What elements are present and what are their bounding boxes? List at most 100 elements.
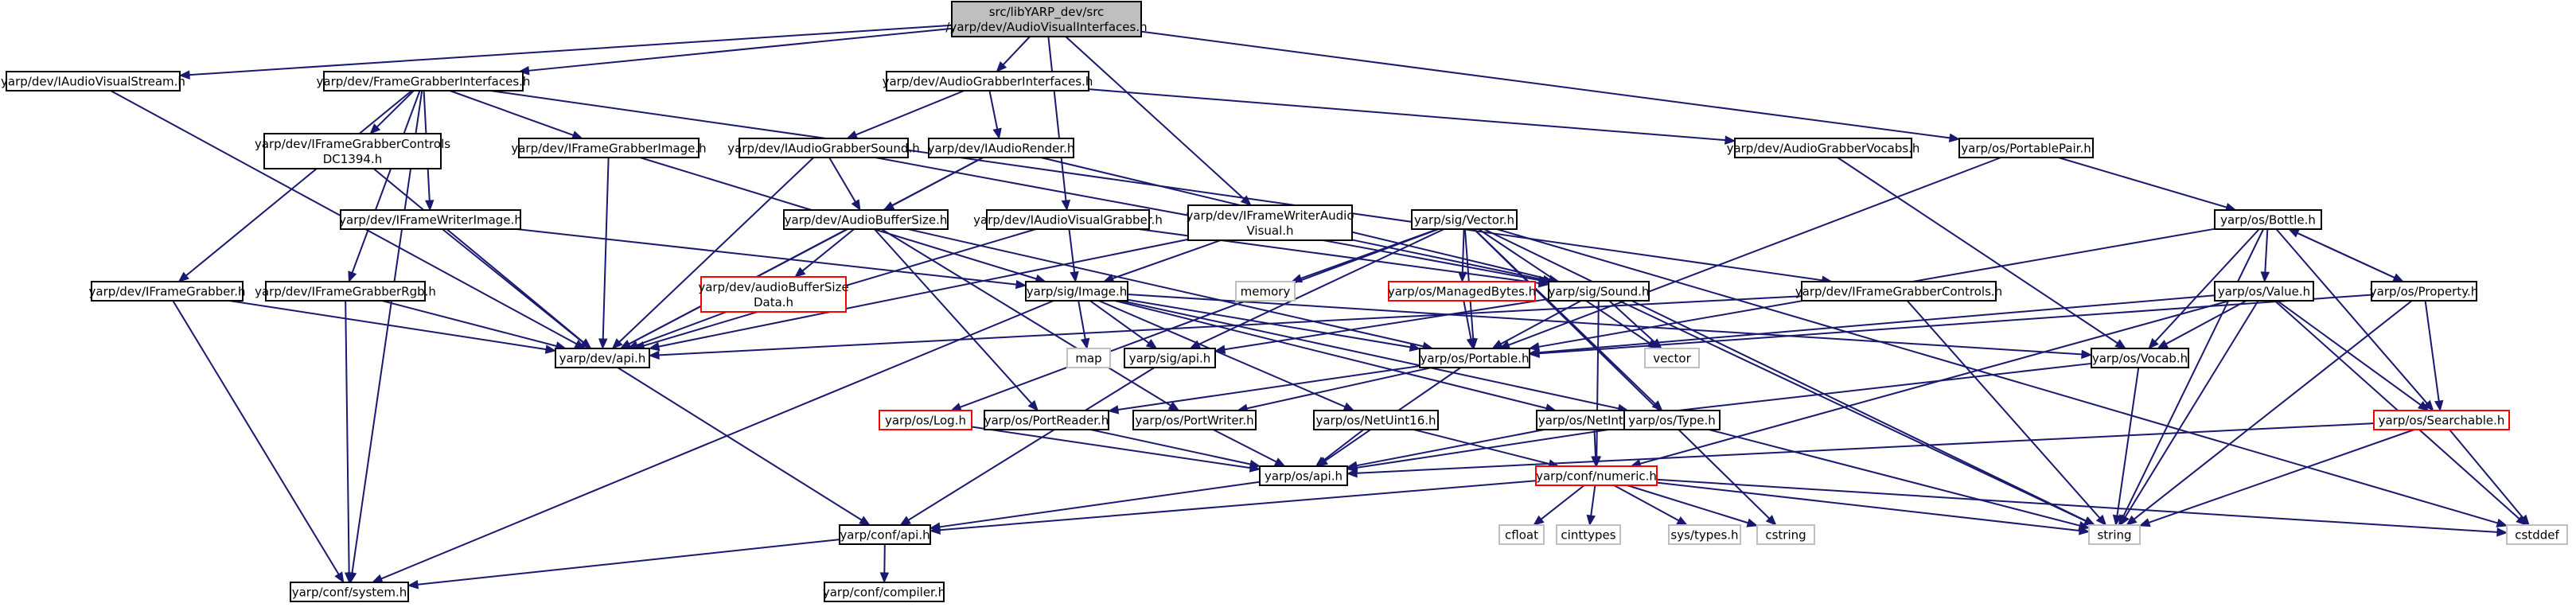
node-managedbytes[interactable]: yarp/os/ManagedBytes.h — [1388, 281, 1536, 302]
edge-type-to-osapi — [1356, 426, 1625, 469]
arrowhead-devapi-to-confapi — [859, 516, 871, 526]
node-portable[interactable]: yarp/os/Portable.h — [1419, 348, 1530, 368]
node-sigsound[interactable]: yarp/sig/Sound.h — [1548, 281, 1650, 302]
edge-sigsound-to-sigapi — [1224, 298, 1549, 351]
node-box — [2373, 410, 2510, 430]
node-label: yarp/os/Property.h — [2370, 285, 2478, 299]
arrowhead-avgrabber-to-sigimage — [1070, 270, 1079, 283]
arrowhead-sigsound-to-portable — [1491, 340, 1504, 349]
arrowhead-sigvector-to-cstddef — [2496, 518, 2508, 527]
node-fgimage[interactable]: yarp/dev/IFrameGrabberImage.h — [511, 138, 707, 158]
arrowhead-property-to-bottle — [2287, 228, 2300, 238]
node-fgi[interactable]: yarp/dev/FrameGrabberInterfaces.h — [317, 71, 531, 91]
node-box — [323, 71, 524, 91]
node-devapi[interactable]: yarp/dev/api.h — [555, 348, 650, 368]
edge-property-to-string — [2134, 300, 2413, 520]
arrowhead-sigimage-to-portable — [1409, 342, 1421, 352]
arrowhead-bottle-to-vocab — [2148, 337, 2159, 349]
edge-portwriter-to-osapi — [1213, 429, 1277, 463]
node-label: string — [2097, 528, 2131, 543]
arrowhead-sigimage-to-sigapi — [1145, 339, 1158, 349]
node-label: yarp/os/Portable.h — [1421, 352, 1530, 366]
node-label: yarp/sig/api.h — [1129, 352, 1211, 366]
edge-portablepair-to-portable — [1508, 157, 2001, 346]
node-log[interactable]: yarp/os/Log.h — [879, 410, 972, 430]
edge-netuint16-to-osapi — [1323, 429, 1365, 461]
node-box — [2088, 524, 2141, 545]
node-fgcontrols[interactable]: yarp/dev/IFrameGrabberControls.h — [1795, 281, 2002, 302]
node-confcompiler[interactable]: yarp/conf/compiler.h — [823, 582, 945, 602]
arrowhead-agi-to-agvocabs — [1724, 135, 1736, 145]
node-sigvector[interactable]: yarp/sig/Vector.h — [1411, 209, 1518, 230]
arrowhead-bottle-to-value — [2260, 271, 2270, 283]
edge-fgimage-to-devapi — [602, 157, 610, 340]
node-portwriter[interactable]: yarp/os/PortWriter.h — [1132, 410, 1257, 430]
node-label: yarp/sig/Vector.h — [1414, 213, 1514, 228]
arrowhead-bottle-to-searchable — [2423, 399, 2434, 411]
node-box — [1644, 348, 1700, 368]
node-searchable[interactable]: yarp/os/Searchable.h — [2373, 410, 2510, 430]
node-numeric[interactable]: yarp/conf/numeric.h — [1535, 465, 1658, 486]
node-label: map — [1075, 352, 1101, 366]
node-box — [1548, 281, 1650, 302]
node-map: map — [1066, 348, 1111, 368]
node-box — [1132, 410, 1257, 430]
node-label: yarp/os/PortReader.h — [984, 414, 1109, 428]
node-confapi[interactable]: yarp/conf/api.h — [839, 524, 931, 545]
arrowhead-value-to-vocab — [2157, 340, 2169, 349]
node-portablepair[interactable]: yarp/os/PortablePair.h — [1958, 138, 2094, 158]
edge-numeric-to-confapi — [939, 480, 1537, 531]
node-sigimage[interactable]: yarp/sig/Image.h — [1025, 281, 1128, 302]
node-osapi[interactable]: yarp/os/api.h — [1259, 465, 1348, 486]
edge-vocab-to-netint32 — [1660, 362, 2092, 414]
node-type[interactable]: yarp/os/Type.h — [1623, 410, 1721, 430]
node-label: yarp/os/PortablePair.h — [1961, 142, 2091, 156]
node-vocab[interactable]: yarp/os/Vocab.h — [2091, 348, 2189, 368]
edge-agi-to-agvocabs — [1088, 88, 1726, 142]
node-agvocabs[interactable]: yarp/dev/AudioGrabberVocabs.h — [1727, 138, 1920, 158]
node-fgrgb[interactable]: yarp/dev/IFrameGrabberRgb.h — [255, 281, 436, 302]
node-label: yarp/sig/Image.h — [1027, 285, 1128, 299]
node-root[interactable]: src/libYARP_dev/src/yarp/dev/AudioVisual… — [945, 1, 1148, 37]
node-box — [1187, 204, 1353, 241]
node-agsound[interactable]: yarp/dev/IAudioGrabberSound.h — [727, 138, 920, 158]
node-label: src/libYARP_dev/src — [989, 5, 1105, 20]
arrowhead-value-to-string — [2119, 514, 2130, 527]
node-iavstream[interactable]: yarp/dev/IAudioVisualStream.h — [1, 71, 185, 91]
arrowhead-root-to-portablepair — [1948, 133, 1961, 143]
node-sigapi[interactable]: yarp/sig/api.h — [1124, 348, 1216, 368]
node-value[interactable]: yarp/os/Value.h — [2214, 281, 2314, 302]
node-avgrabber[interactable]: yarp/dev/IAudioVisualGrabber.h — [973, 209, 1163, 230]
node-abufsize[interactable]: yarp/dev/AudioBufferSize.h — [783, 209, 949, 230]
arrowhead-fgi-to-fgc1394 — [369, 123, 381, 134]
node-label: yarp/os/Log.h — [885, 414, 966, 428]
edge-numeric-to-cstring — [1627, 485, 1748, 524]
edge-property-to-searchable — [2424, 300, 2440, 402]
node-portreader[interactable]: yarp/os/PortReader.h — [984, 410, 1109, 430]
node-property[interactable]: yarp/os/Property.h — [2370, 281, 2478, 302]
node-box — [555, 348, 650, 368]
node-label: yarp/os/api.h — [1265, 469, 1343, 484]
node-label: yarp/sig/Sound.h — [1549, 285, 1650, 299]
edge-confapi-to-confcompiler — [883, 543, 886, 574]
edge-root-to-agi — [1002, 36, 1031, 65]
edge-property-to-bottle — [2297, 232, 2404, 282]
arrowhead-root-to-avgrabber — [1061, 199, 1071, 212]
node-fgrabber[interactable]: yarp/dev/IFrameGrabber.h — [89, 281, 246, 302]
arrowhead-numeric-to-systypes — [1676, 516, 1689, 526]
node-box — [2214, 209, 2322, 230]
node-label: yarp/dev/api.h — [559, 352, 646, 366]
edge-abufsizedata-to-devapi — [637, 311, 727, 346]
node-arender[interactable]: yarp/dev/IAudioRender.h — [928, 138, 1075, 158]
node-fwimage[interactable]: yarp/dev/IFrameWriterImage.h — [339, 209, 522, 230]
arrowhead-searchable-to-string — [2138, 518, 2151, 527]
node-netuint16[interactable]: yarp/os/NetUint16.h — [1313, 410, 1439, 430]
arrowhead-fgrgb-to-confsystem — [344, 572, 354, 584]
node-confsystem[interactable]: yarp/conf/system.h — [290, 582, 409, 602]
node-box — [263, 133, 442, 169]
node-agi[interactable]: yarp/dev/AudioGrabberInterfaces.h — [883, 71, 1093, 91]
node-bottle[interactable]: yarp/os/Bottle.h — [2214, 209, 2322, 230]
